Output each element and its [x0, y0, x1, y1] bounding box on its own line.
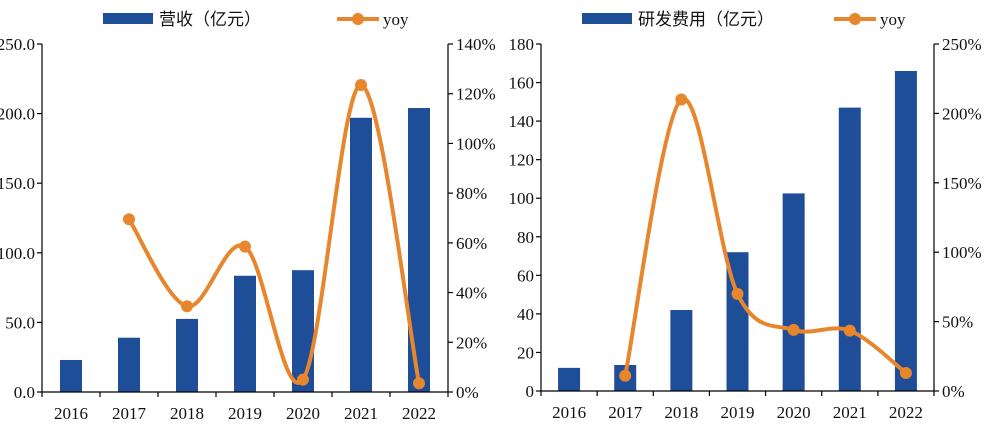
- right-axis-ticks: 0% 50% 100% 150% 200% 250%: [934, 35, 982, 401]
- x-tick-label: 2020: [286, 404, 320, 423]
- legend: 研发费用（亿元） yoy: [582, 10, 906, 29]
- left-tick-label: 0: [526, 382, 535, 401]
- bar-2022: [408, 108, 430, 392]
- right-tick-label: 0%: [456, 383, 479, 402]
- bar-series: [60, 108, 430, 392]
- right-tick-label: 40%: [456, 284, 487, 303]
- yoy-point-2022: [413, 377, 425, 390]
- x-tick-label: 2019: [228, 404, 262, 423]
- x-tick-label: 2018: [664, 403, 698, 422]
- chart-1: 0.0 50.0 100.0 150.0 200.0 250.0 0% 20% 40% 60% 80…: [0, 10, 496, 423]
- x-tick-label: 2022: [402, 404, 436, 423]
- x-axis-ticks: 2016 2017 2018 2019 2020 2021 2022: [41, 392, 449, 423]
- left-tick-label: 40: [517, 305, 534, 324]
- x-axis-ticks: 2016 2017 2018 2019 2020 2021 2022: [540, 391, 935, 422]
- yoy-point-2019: [239, 240, 251, 253]
- x-tick-label: 2022: [889, 403, 923, 422]
- yoy-point-2018: [181, 300, 193, 313]
- left-tick-label: 150.0: [0, 174, 35, 193]
- x-tick-label: 2016: [54, 404, 88, 423]
- bar-2016: [558, 367, 581, 391]
- x-tick-label: 2017: [112, 404, 147, 423]
- left-tick-label: 200.0: [0, 105, 35, 124]
- x-tick-label: 2021: [833, 403, 867, 422]
- legend-bar-label: 营收（亿元）: [159, 10, 261, 29]
- yoy-point-2021: [355, 79, 367, 92]
- right-tick-label: 50%: [942, 313, 973, 332]
- right-tick-label: 80%: [456, 184, 487, 203]
- legend-line-marker: [849, 13, 861, 25]
- right-tick-label: 0%: [942, 382, 965, 401]
- yoy-line: [623, 97, 908, 378]
- bar-2022: [894, 70, 917, 392]
- yoy-points: [123, 79, 425, 390]
- left-tick-label: 20: [517, 343, 534, 362]
- left-tick-label: 0.0: [14, 383, 35, 402]
- bar-2021: [350, 117, 372, 392]
- yoy-point-2018: [675, 93, 688, 106]
- x-tick-label: 2016: [552, 403, 586, 422]
- left-axis-ticks: 0 20 40 60 80 100 120 140 160 180: [509, 35, 541, 401]
- x-tick-label: 2018: [170, 404, 204, 423]
- yoy-point-2017: [619, 369, 632, 382]
- x-tick-label: 2017: [608, 403, 643, 422]
- right-axis-ticks: 0% 20% 40% 60% 80% 100% 120% 140%: [448, 35, 496, 402]
- left-tick-label: 100: [509, 189, 535, 208]
- yoy-point-2022: [899, 366, 912, 379]
- right-tick-label: 250%: [942, 35, 982, 54]
- right-tick-label: 100%: [942, 243, 982, 262]
- bar-2019: [726, 252, 749, 391]
- right-tick-label: 60%: [456, 234, 487, 253]
- legend-line-marker: [352, 13, 364, 25]
- left-tick-label: 60: [517, 266, 534, 285]
- x-tick-label: 2020: [777, 403, 811, 422]
- left-tick-label: 120: [509, 151, 535, 170]
- x-tick-label: 2019: [721, 403, 755, 422]
- yoy-point-2020: [787, 323, 800, 336]
- bar-2021: [838, 107, 861, 392]
- bar-series: [558, 70, 917, 392]
- legend-line-label: yoy: [880, 10, 906, 29]
- legend-line-label: yoy: [383, 10, 409, 29]
- yoy-point-2019: [731, 287, 744, 300]
- right-tick-label: 120%: [456, 85, 496, 104]
- left-axis-ticks: 0.0 50.0 100.0 150.0 200.0 250.0: [0, 35, 42, 402]
- chart-2: 0 20 40 60 80 100 120 140 160 180 0% 50% 100% 150% 200…: [509, 10, 982, 422]
- legend-bar-swatch: [582, 13, 632, 24]
- left-tick-label: 100.0: [0, 244, 35, 263]
- bar-2016: [60, 359, 82, 392]
- left-tick-label: 250.0: [0, 35, 35, 54]
- x-tick-label: 2021: [344, 404, 378, 423]
- axes: [540, 44, 935, 392]
- yoy-point-2021: [843, 324, 856, 337]
- left-tick-label: 80: [517, 228, 534, 247]
- axes: [41, 44, 449, 393]
- left-tick-label: 140: [509, 112, 535, 131]
- yoy-line: [127, 83, 421, 386]
- left-tick-label: 50.0: [5, 313, 35, 332]
- bar-2017: [118, 337, 140, 392]
- bar-2018: [670, 310, 693, 391]
- bar-2019: [234, 275, 256, 392]
- right-tick-label: 20%: [456, 333, 487, 352]
- bar-2018: [176, 318, 198, 392]
- yoy-points: [619, 93, 912, 382]
- legend-bar-label: 研发费用（亿元）: [638, 10, 774, 29]
- left-tick-label: 180: [509, 35, 535, 54]
- right-tick-label: 200%: [942, 104, 982, 123]
- right-tick-label: 100%: [456, 134, 496, 153]
- right-tick-label: 140%: [456, 35, 496, 54]
- right-tick-label: 150%: [942, 174, 982, 193]
- yoy-point-2017: [123, 213, 135, 226]
- left-tick-label: 160: [509, 74, 535, 93]
- legend-bar-swatch: [103, 13, 153, 24]
- bar-2020: [782, 193, 805, 391]
- legend: 营收（亿元） yoy: [103, 10, 409, 29]
- yoy-point-2020: [297, 373, 309, 386]
